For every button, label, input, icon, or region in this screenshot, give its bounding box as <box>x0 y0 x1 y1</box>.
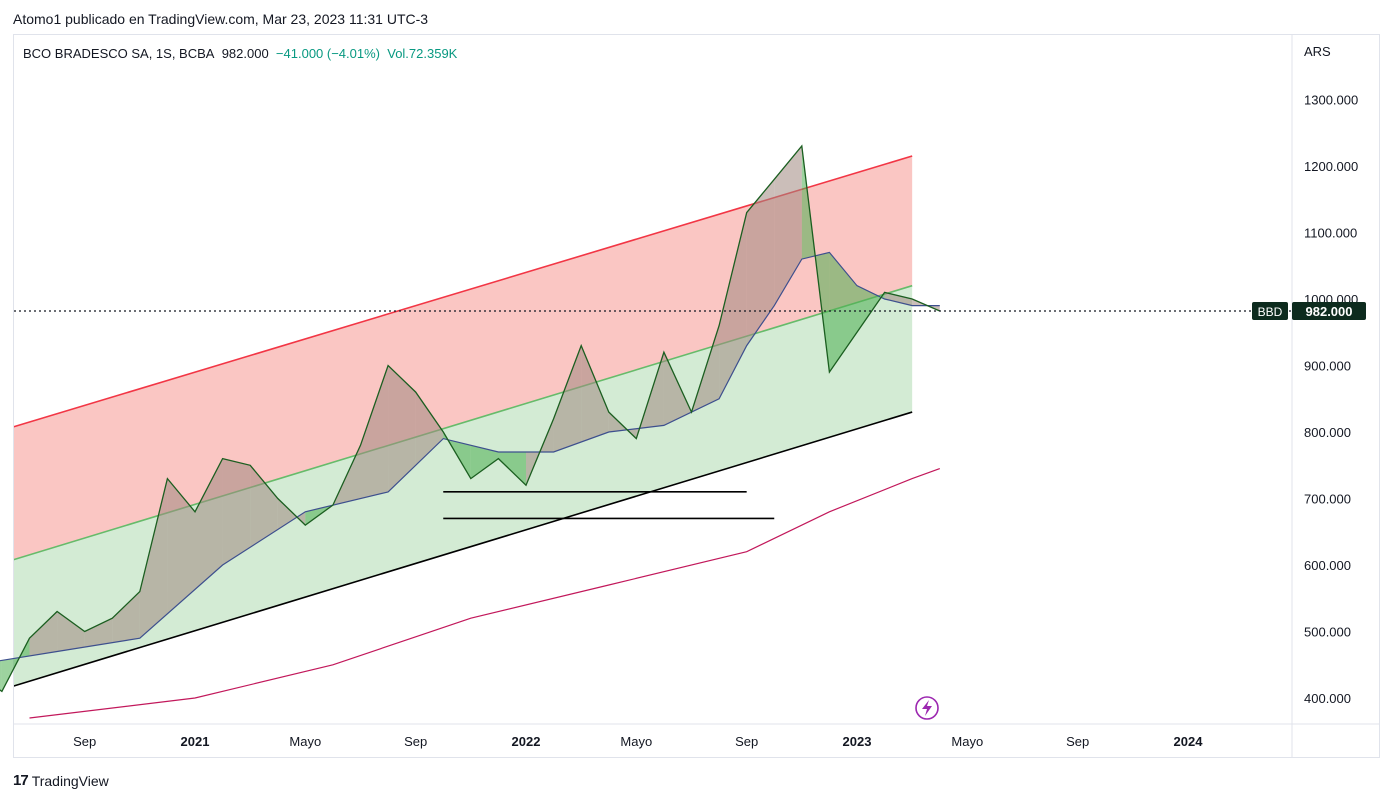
cloud-segment <box>663 352 692 426</box>
cloud-segment <box>195 458 223 590</box>
x-tick-label: Sep <box>73 734 96 749</box>
channel-upper-zone <box>14 156 913 560</box>
cloud-segment <box>0 660 2 692</box>
last-price: 982.000 <box>221 46 269 61</box>
cloud-segment <box>746 179 775 346</box>
cloud-segment <box>719 212 747 399</box>
cloud-segment <box>57 611 85 652</box>
x-tick-label: 2023 <box>843 734 872 749</box>
symbol-name: BCO BRADESCO SA, 1S, BCBA <box>23 46 215 61</box>
lightning-bolt-icon <box>922 700 932 716</box>
cloud-segment <box>581 345 609 442</box>
y-tick-label: 400.000 <box>1304 691 1351 706</box>
cloud-segment <box>360 365 389 499</box>
y-tick-label: 500.000 <box>1304 625 1351 640</box>
moving-average-line[interactable] <box>0 251 940 664</box>
cloud-segment <box>167 478 195 614</box>
y-tick-label: 700.000 <box>1304 492 1351 507</box>
price-tag-box <box>1292 301 1366 320</box>
cloud-segment <box>250 465 278 548</box>
price-line[interactable] <box>0 144 941 693</box>
channel-bottom-line[interactable] <box>0 411 913 698</box>
x-tick-label: Mayo <box>951 734 983 749</box>
x-tick-label: 2024 <box>1174 734 1204 749</box>
x-tick-label: 2021 <box>181 734 210 749</box>
y-tick-label: 1300.000 <box>1304 93 1358 108</box>
cloud-segment <box>112 591 140 643</box>
price-change: −41.000 (−4.01%) <box>275 46 380 61</box>
cloud-segment <box>139 478 168 639</box>
symbol-tag-text: BBD <box>1258 305 1283 319</box>
cloud-segment <box>415 392 444 466</box>
x-tick-label: Mayo <box>289 734 321 749</box>
cloud-segment <box>553 345 582 452</box>
x-tick-label: Mayo <box>620 734 652 749</box>
x-tick-label: Sep <box>404 734 427 749</box>
price-tag-text: 982.000 <box>1306 304 1353 319</box>
x-tick-label: Sep <box>1066 734 1089 749</box>
tradingview-logo-icon: 17 <box>13 772 29 789</box>
x-tick-label: 2022 <box>512 734 541 749</box>
cloud-segment <box>388 365 416 492</box>
cloud-segment <box>29 611 58 656</box>
y-tick-label: 900.000 <box>1304 359 1351 374</box>
tradingview-footer[interactable]: 17 TradingView <box>13 772 109 789</box>
symbol-legend: BCO BRADESCO SA, 1S, BCBA 982.000 −41.00… <box>23 46 457 61</box>
volume: Vol.72.359K <box>387 46 458 61</box>
currency-label: ARS <box>1304 44 1331 59</box>
cloud-segment <box>857 285 885 333</box>
cloud-segment <box>498 451 526 486</box>
symbol-tag-box <box>1252 301 1288 320</box>
channel-lower-zone <box>14 285 913 686</box>
cloud-segment <box>774 146 802 306</box>
y-tick-label: 800.000 <box>1304 425 1351 440</box>
cloud-segment <box>829 252 857 373</box>
y-tick-label: 1100.000 <box>1304 226 1357 241</box>
y-tick-label: 1200.000 <box>1304 159 1358 174</box>
cloud-segment <box>84 618 113 648</box>
long-moving-average-line[interactable] <box>29 468 941 719</box>
cloud-segment <box>470 445 499 479</box>
chart-frame[interactable] <box>13 34 1380 758</box>
y-tick-label: 600.000 <box>1304 558 1351 573</box>
cloud-segment <box>884 292 913 306</box>
x-tick-label: Sep <box>735 734 758 749</box>
cloud-segment <box>222 458 251 565</box>
cloud-segment <box>277 498 306 530</box>
publish-header: Atomo1 publicado en TradingView.com, Mar… <box>13 11 429 27</box>
brand-name: TradingView <box>31 772 109 789</box>
